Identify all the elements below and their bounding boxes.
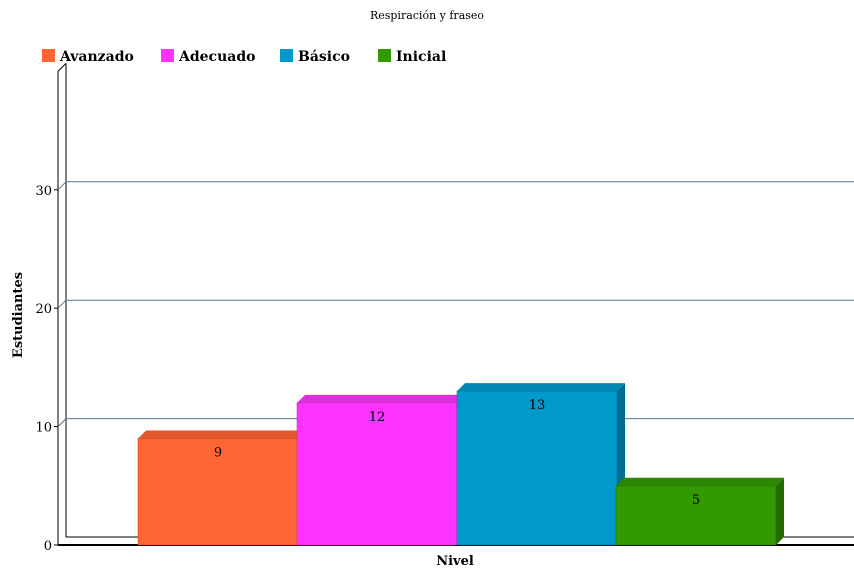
- bar-front-inicial: [615, 485, 777, 546]
- data-label-inicial: 5: [692, 493, 700, 508]
- wall-top-edge: [57, 63, 67, 72]
- bar-inicial: [615, 477, 784, 546]
- bar-top-adecuado: [297, 394, 465, 403]
- legend-label-inicial: Inicial: [396, 49, 446, 65]
- legend-label-basico: Básico: [298, 49, 350, 65]
- bar-front-avanzado: [137, 438, 299, 546]
- y-tick-label-20: 20: [35, 302, 52, 317]
- gridline-wall-10: [57, 418, 67, 427]
- legend-swatch-adecuado: [161, 49, 174, 62]
- gridline-wall-30: [57, 181, 67, 191]
- bar-side-inicial: [776, 477, 784, 545]
- gridline-wall-20: [57, 299, 67, 309]
- bars: [137, 383, 784, 546]
- chart-title: Respiración y fraseo: [370, 9, 484, 22]
- y-axis-label: Estudiantes: [11, 272, 26, 358]
- legend-swatch-avanzado: [42, 49, 55, 62]
- gridlines: [57, 181, 854, 427]
- y-axis-ticks: 0 10 20 30: [35, 184, 58, 554]
- data-label-adecuado: 12: [369, 410, 386, 425]
- y-tick-label-0: 0: [44, 539, 52, 554]
- y-tick-label-10: 10: [35, 421, 52, 436]
- bar-adecuado: [296, 394, 465, 546]
- y-tick-label-30: 30: [35, 184, 52, 199]
- bar-top-basico: [457, 383, 625, 392]
- legend-swatch-basico: [280, 49, 293, 62]
- bar-top-inicial: [616, 477, 784, 486]
- bar-front-adecuado: [296, 402, 458, 546]
- legend-label-avanzado: Avanzado: [59, 49, 134, 65]
- bar-front-basico: [456, 390, 618, 546]
- legend-label-adecuado: Adecuado: [178, 49, 255, 65]
- data-label-avanzado: 9: [214, 445, 222, 460]
- legend-swatch-inicial: [378, 49, 391, 62]
- legend: Avanzado Adecuado Básico Inicial: [42, 49, 446, 65]
- x-axis-label: Nivel: [436, 554, 474, 569]
- data-label-basico: 13: [529, 398, 546, 413]
- bar-top-avanzado: [138, 430, 306, 439]
- data-labels: 9 12 13 5: [214, 398, 700, 508]
